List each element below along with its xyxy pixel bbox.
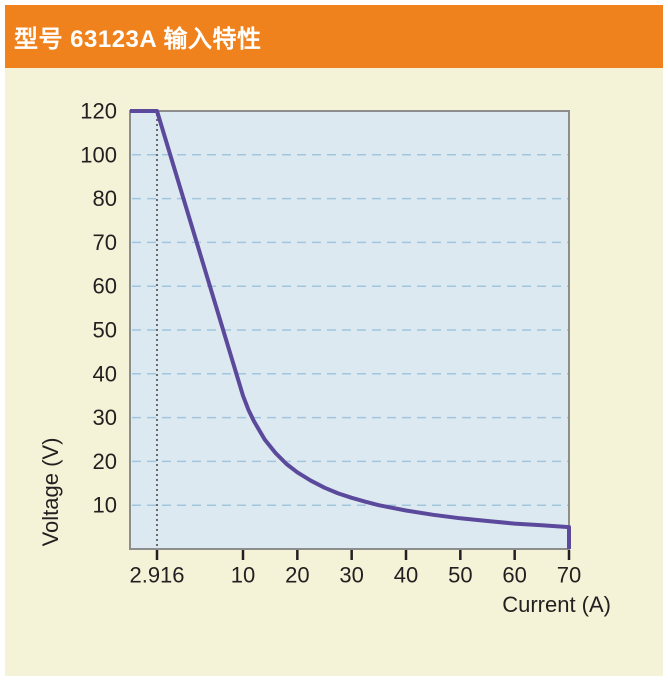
x-tick-label: 10: [231, 563, 255, 588]
x-axis-tick-labels: 2.916 10 20 30 40 50 60 70: [129, 563, 581, 588]
x-axis-title: Current (A): [502, 592, 611, 617]
x-tick-label: 50: [448, 563, 472, 588]
title-bar: 型号 63123A 输入特性: [5, 5, 663, 68]
chart-area: 2.916 10 20 30 40 50 60 70 120 100 80 70 60 50 40 30 20…: [5, 68, 663, 676]
y-tick-label: 120: [80, 99, 117, 124]
x-tick-label: 20: [285, 563, 309, 588]
y-tick-label: 40: [93, 361, 117, 386]
gridlines: [132, 154, 568, 506]
y-axis-title: Voltage (V): [38, 438, 63, 547]
iv-curve: [130, 109, 571, 549]
content-panel: 型号 63123A 输入特性 2.916 10 20 30 40 50 60 70 120 10…: [5, 5, 663, 676]
x-tick-label: 30: [339, 563, 363, 588]
y-tick-label: 30: [93, 405, 117, 430]
x-tick-label: 70: [557, 563, 581, 588]
plot-border: [129, 110, 570, 550]
x-tick-label: 2.916: [129, 563, 184, 588]
y-tick-label: 100: [80, 142, 117, 167]
y-tick-label: 80: [93, 186, 117, 211]
y-tick-label: 60: [93, 274, 117, 299]
x-axis-tickmarks: [155, 550, 571, 560]
y-tick-label: 50: [93, 318, 117, 343]
y-axis-tick-labels: 120 100 80 70 60 50 40 30 20 10: [80, 99, 117, 518]
x-tick-label: 40: [394, 563, 418, 588]
y-tick-label: 10: [93, 493, 117, 518]
x-tick-label: 60: [502, 563, 526, 588]
y-tick-label: 70: [93, 230, 117, 255]
y-tick-label: 20: [93, 449, 117, 474]
voltage-current-chart: 2.916 10 20 30 40 50 60 70 120 100 80 70 60 50 40 30 20…: [38, 99, 611, 618]
page-title: 型号 63123A 输入特性: [14, 26, 262, 53]
